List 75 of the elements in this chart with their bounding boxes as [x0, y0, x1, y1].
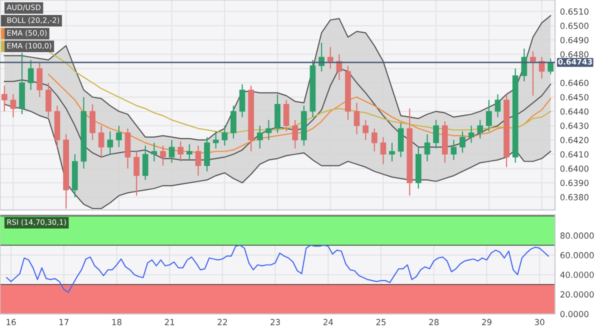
y-tick-label: 0.6480: [560, 51, 588, 58]
candlestick: [186, 144, 192, 161]
candlestick: [195, 145, 202, 176]
candlestick: [521, 48, 528, 82]
candlestick: [222, 125, 228, 146]
candlestick: [107, 130, 114, 155]
x-tick-label: 21: [164, 318, 174, 326]
candlestick: [134, 150, 140, 196]
x-tick-label: 25: [376, 318, 386, 326]
candlestick: [327, 46, 334, 70]
candlestick: [460, 130, 466, 154]
candlestick: [380, 136, 386, 165]
candlestick: [10, 94, 16, 118]
candlestick: [371, 128, 378, 152]
candlestick: [530, 50, 536, 96]
x-tick-label: 22: [218, 318, 227, 326]
candlestick: [477, 119, 484, 140]
y-tick-label: 0.6490: [560, 36, 588, 44]
candlestick: [486, 99, 492, 132]
y-tick-label: 40.0000: [560, 272, 594, 278]
x-tick-label: 29: [482, 318, 492, 326]
candlestick: [28, 59, 34, 91]
candlestick: [230, 105, 236, 140]
x-tick-label: 16: [6, 318, 16, 326]
candlestick: [239, 84, 246, 118]
y-tick-label: 60.0000: [560, 252, 594, 258]
x-tick-label: 28: [429, 318, 439, 326]
x-tick-label: 23: [270, 318, 280, 326]
candlestick: [1, 85, 8, 112]
candlestick: [168, 139, 175, 164]
candlestick: [398, 122, 404, 158]
candlestick: [283, 99, 290, 132]
candlestick: [389, 142, 395, 162]
candlestick: [160, 145, 166, 166]
y-tick-label: 0.6460: [560, 80, 588, 86]
y-tick-label: 0.6440: [560, 108, 588, 115]
candlestick: [204, 136, 210, 172]
x-tick-label: 24: [323, 318, 333, 326]
candlestick: [354, 102, 360, 135]
candlestick: [36, 62, 43, 98]
x-tick-label: 18: [112, 318, 122, 326]
line-series: [6, 244, 549, 293]
candlestick: [494, 94, 501, 118]
y-tick-label: 0.6430: [560, 122, 588, 129]
candlestick: [292, 119, 298, 150]
y-tick-label: 0.6450: [560, 94, 588, 100]
candlestick: [433, 119, 439, 150]
y-tick-label: 0.6510: [560, 8, 588, 15]
candlestick: [142, 145, 148, 180]
y-tick-label: 0.6420: [560, 136, 588, 144]
y-tick-label: 0.0000: [560, 310, 588, 318]
candlestick: [256, 125, 263, 150]
candlestick: [90, 104, 96, 141]
candlestick: [450, 139, 457, 161]
y-tick-label: 0.6500: [560, 22, 588, 29]
candlestick: [468, 125, 474, 144]
candlestick: [212, 130, 219, 150]
x-tick-label: 17: [59, 319, 68, 326]
y-tick-label: 80.0000: [560, 232, 594, 239]
candlestick: [178, 140, 184, 162]
y-tick-label: 20.0000: [560, 291, 594, 298]
line-series: [4, 15, 552, 141]
y-tick-label: 0.6410: [560, 151, 588, 158]
candlestick: [98, 125, 104, 158]
y-tick-label: 0.6390: [560, 180, 588, 186]
x-tick-label: 30: [534, 318, 544, 326]
candlestick: [424, 134, 430, 162]
candlestick: [46, 82, 52, 118]
y-tick-label: 0.6400: [560, 166, 588, 172]
candlestick: [362, 119, 369, 141]
candlestick: [266, 119, 272, 141]
candlestick: [548, 58, 554, 75]
candlestick: [116, 125, 122, 148]
y-tick-label: 0.6380: [560, 194, 588, 200]
candlestick: [151, 142, 158, 162]
